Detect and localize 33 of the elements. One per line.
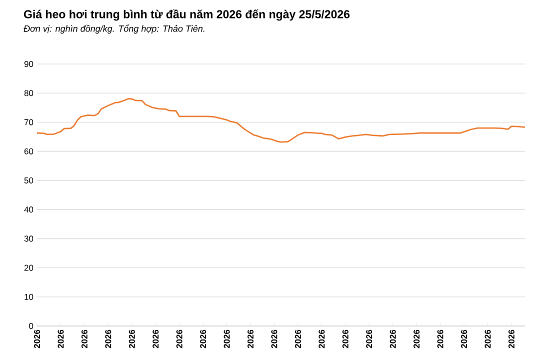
y-tick-label: 40: [24, 206, 34, 213]
x-tick-label: 2026: [176, 330, 182, 348]
x-tick-label: 2026: [461, 330, 468, 348]
y-tick-label: 60: [24, 148, 34, 154]
x-tick-label: 2026: [508, 330, 514, 348]
x-tick-label: 2026: [81, 330, 88, 348]
y-tick-label: 70: [24, 119, 34, 126]
x-tick-label: 2026: [224, 330, 230, 348]
x-tick-label: 2026: [294, 330, 301, 348]
chart-subtitle: Đơn vị: nghìn đồng/kg. Tổng hợp: Thảo Tiên.: [24, 24, 204, 34]
chart-title: Giá heo hơi trung bình từ đầu năm 2026 đến ngày 25/5/2026: [24, 9, 350, 21]
x-tick-label: 2026: [58, 330, 64, 348]
x-tick-label: 2026: [484, 330, 491, 348]
x-tick-label: 2026: [318, 330, 325, 348]
x-tick-label: 2026: [271, 330, 278, 348]
x-tick-label: 2026: [390, 330, 396, 348]
x-tick-label: 2026: [34, 330, 40, 348]
x-tick-label: 2026: [248, 330, 254, 348]
y-tick-label: 10: [24, 294, 34, 300]
y-tick-label: 50: [24, 177, 34, 184]
y-tick-label: 90: [24, 61, 34, 68]
y-tick-label: 0: [29, 323, 34, 330]
y-tick-label: 20: [24, 264, 34, 271]
x-tick-label: 2026: [366, 330, 372, 348]
x-tick-label: 2026: [152, 330, 159, 348]
x-tick-label: 2026: [437, 330, 444, 348]
x-tick-label: 2026: [200, 330, 206, 348]
x-tick-label: 2026: [342, 330, 348, 348]
x-tick-label: 2026: [414, 330, 420, 348]
y-tick-label: 80: [24, 90, 34, 96]
y-tick-label: 30: [24, 236, 34, 242]
x-tick-label: 2026: [128, 330, 135, 348]
x-tick-label: 2026: [105, 330, 112, 348]
